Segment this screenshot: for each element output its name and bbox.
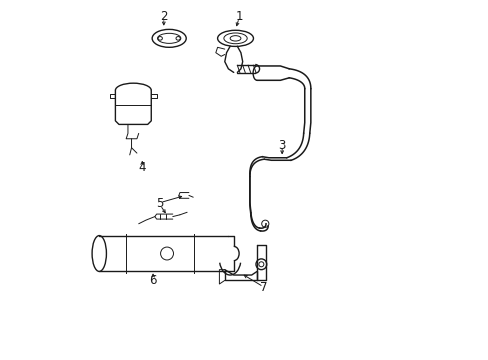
Text: 1: 1 bbox=[235, 10, 243, 23]
Text: 4: 4 bbox=[138, 161, 146, 174]
Text: 6: 6 bbox=[149, 274, 157, 287]
Text: 5: 5 bbox=[156, 197, 163, 210]
Text: 2: 2 bbox=[160, 10, 167, 23]
Text: 7: 7 bbox=[260, 281, 267, 294]
Text: 3: 3 bbox=[278, 139, 285, 152]
